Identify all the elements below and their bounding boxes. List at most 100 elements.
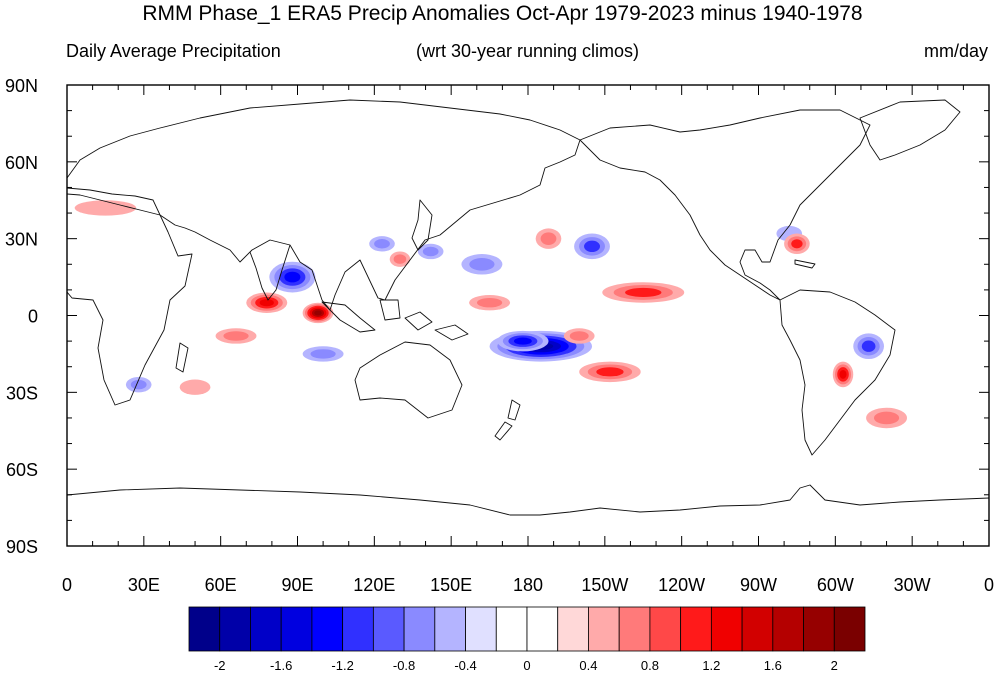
lat-label: 30N xyxy=(5,230,38,250)
lon-label: 150W xyxy=(581,575,628,595)
colorbar-label: 0 xyxy=(523,658,530,673)
anomaly-blob-3 xyxy=(461,254,503,275)
coast-south-america xyxy=(779,289,896,456)
anomaly-blob-12 xyxy=(302,302,334,324)
colorbar-label: 1.6 xyxy=(764,658,782,673)
colorbar-swatch xyxy=(588,606,620,652)
precip-anomaly-field xyxy=(74,200,908,429)
anomaly-blob-9 xyxy=(853,333,884,360)
colorbar-label: -2 xyxy=(214,658,226,673)
colorbar-swatch xyxy=(342,606,374,652)
lon-label: 90W xyxy=(740,575,777,595)
subtitle-center: (wrt 30-year running climos) xyxy=(415,41,640,61)
units-label: mm/day xyxy=(923,41,988,61)
lat-label: 60N xyxy=(5,153,38,173)
coast-australia xyxy=(354,341,463,419)
lon-label: 30E xyxy=(128,575,160,595)
anomaly-blob-2 xyxy=(417,243,444,260)
anomaly-contour-17-1 xyxy=(540,232,557,245)
coast-new-guinea xyxy=(434,324,469,341)
anomaly-contour-20-3 xyxy=(839,369,847,379)
anomaly-contour-8-1 xyxy=(130,379,147,390)
axis-ticks xyxy=(66,84,990,547)
anomaly-blob-15 xyxy=(469,295,511,311)
lat-label: 0 xyxy=(28,307,38,327)
colorbar-swatch xyxy=(311,606,344,652)
anomaly-contour-13-1 xyxy=(223,331,249,341)
lat-label: 90S xyxy=(6,537,38,557)
anomaly-contour-1-1 xyxy=(374,239,390,249)
lon-label: 30W xyxy=(894,575,931,595)
lat-label: 90N xyxy=(5,76,38,96)
anomaly-contour-14-1 xyxy=(393,254,407,264)
longitude-labels: 0 30E 60E 90E 120E 150E 180 150W 120W 90W 60W 30W 0 xyxy=(62,575,994,595)
anomaly-blob-4 xyxy=(574,233,610,260)
colorbar-swatch xyxy=(188,606,221,652)
lat-label: 30S xyxy=(6,383,38,403)
anomaly-blob-19 xyxy=(563,328,595,344)
anomaly-contour-16-2 xyxy=(625,287,662,298)
anomaly-contour-4-2 xyxy=(584,240,600,253)
anomaly-contour-24-0 xyxy=(74,200,137,216)
lon-label: 60W xyxy=(817,575,854,595)
colorbar-label: 0.4 xyxy=(579,658,597,673)
anomaly-blob-11 xyxy=(246,292,288,313)
coast-cuba xyxy=(794,259,816,269)
anomaly-contour-11-3 xyxy=(259,299,274,307)
anomaly-blob-6 xyxy=(497,330,549,352)
anomaly-contour-3-1 xyxy=(469,257,495,271)
lon-label: 120W xyxy=(658,575,705,595)
colorbar-label: -1.6 xyxy=(270,658,292,673)
colorbar-swatch xyxy=(465,606,497,652)
colorbar-swatch xyxy=(741,606,774,652)
chart-title: RMM Phase_1 ERA5 Precip Anomalies Oct-Ap… xyxy=(142,2,863,25)
anomaly-blob-24 xyxy=(74,200,137,216)
anomaly-blob-13 xyxy=(215,328,257,344)
anomaly-contour-19-1 xyxy=(569,331,589,341)
anomaly-contour-0-3 xyxy=(284,271,301,283)
coast-antarctica xyxy=(67,484,989,516)
coast-japan xyxy=(411,199,433,251)
anomaly-blob-17 xyxy=(535,228,562,249)
lat-label: 60S xyxy=(6,460,38,480)
colorbar-swatch xyxy=(557,606,589,652)
coast-new-zealand xyxy=(494,399,521,441)
anomaly-contour-15-1 xyxy=(476,297,503,308)
anomaly-blob-22 xyxy=(866,407,908,429)
anomaly-contour-21-2 xyxy=(791,239,803,249)
anomaly-blob-14 xyxy=(389,251,411,267)
anomaly-contour-22-1 xyxy=(873,411,900,425)
colorbar-swatch xyxy=(372,606,405,652)
colorbar-swatch xyxy=(618,606,651,652)
anomaly-blob-18 xyxy=(579,361,641,383)
coast-north-america xyxy=(579,109,871,301)
anomaly-contour-6-3 xyxy=(513,337,532,345)
anomaly-blob-0 xyxy=(269,261,316,293)
lon-label: 0 xyxy=(984,575,994,595)
anomaly-blob-16 xyxy=(602,282,685,303)
coast-india xyxy=(249,244,291,301)
coast-eurasia xyxy=(67,99,581,311)
subtitle-left: Daily Average Precipitation xyxy=(66,41,281,61)
anomaly-contour-12-5 xyxy=(314,310,322,316)
colorbar-swatch xyxy=(680,606,712,652)
coast-africa xyxy=(67,187,193,406)
colorbar-swatch xyxy=(772,606,804,652)
anomaly-contour-23-0 xyxy=(179,379,211,395)
colorbar-swatch xyxy=(219,606,251,652)
colorbar-swatch xyxy=(710,606,743,652)
lon-label: 150E xyxy=(430,575,472,595)
anomaly-contour-9-2 xyxy=(861,340,876,352)
coast-indonesia xyxy=(321,299,433,333)
anomaly-contour-2-1 xyxy=(422,246,439,257)
colorbar-swatch xyxy=(403,606,436,652)
colorbar-swatch xyxy=(250,606,282,652)
anomaly-blob-20 xyxy=(832,361,854,388)
anomaly-blob-1 xyxy=(369,236,395,252)
colorbar-swatch xyxy=(280,606,313,652)
lon-label: 120E xyxy=(353,575,395,595)
anomaly-contour-7-1 xyxy=(310,349,336,359)
coastlines xyxy=(67,99,989,516)
lon-label: 0 xyxy=(62,575,72,595)
anomaly-blob-8 xyxy=(125,376,152,393)
